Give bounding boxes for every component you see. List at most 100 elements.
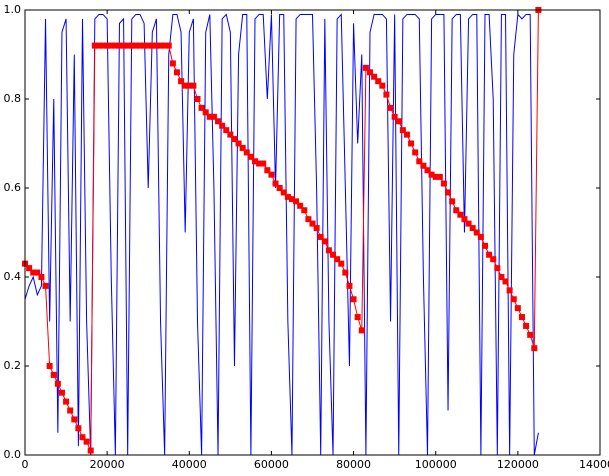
x-tick-label: 100000 (415, 458, 457, 471)
marker (186, 82, 193, 89)
marker (264, 167, 271, 174)
marker (424, 167, 431, 174)
marker (313, 225, 320, 232)
marker (206, 113, 213, 120)
marker (153, 42, 160, 49)
marker (309, 220, 316, 227)
marker (391, 113, 398, 120)
series-line (24, 13, 539, 456)
marker (321, 238, 328, 245)
y-tick-label: 1.0 (4, 3, 22, 16)
marker (243, 149, 250, 156)
x-tick-label: 80000 (336, 458, 371, 471)
marker (38, 274, 45, 280)
marker (112, 42, 119, 49)
marker (165, 42, 172, 49)
marker (403, 131, 410, 138)
marker (54, 380, 61, 387)
marker (169, 60, 176, 67)
marker (482, 242, 488, 249)
marker (399, 127, 406, 134)
marker (502, 278, 509, 285)
marker (46, 363, 53, 369)
marker (120, 42, 127, 49)
marker (116, 42, 123, 49)
marker (436, 173, 443, 180)
marker (457, 211, 464, 218)
marker (338, 260, 345, 267)
marker (284, 193, 291, 200)
marker (486, 251, 493, 258)
marker (461, 216, 468, 223)
marker (34, 269, 41, 276)
marker (252, 158, 258, 165)
marker (215, 118, 222, 125)
marker (473, 229, 480, 236)
marker (440, 180, 447, 187)
marker (190, 82, 197, 89)
marker (387, 104, 394, 111)
marker (350, 296, 357, 303)
marker (288, 196, 295, 203)
marker (182, 82, 189, 89)
marker (395, 118, 402, 125)
marker (108, 42, 115, 49)
marker (428, 171, 435, 178)
marker (145, 42, 152, 49)
marker (498, 274, 505, 280)
x-tick-label: 0 (22, 458, 29, 471)
marker (383, 91, 390, 98)
marker (276, 185, 283, 191)
marker (494, 265, 501, 272)
marker (30, 269, 37, 276)
y-tick-label: 0.6 (4, 181, 22, 194)
marker (227, 131, 234, 138)
marker (63, 398, 70, 405)
y-tick-label: 0.2 (4, 359, 22, 372)
marker (354, 314, 361, 321)
marker (412, 149, 419, 156)
marker (50, 371, 57, 378)
marker (432, 173, 439, 180)
marker (379, 82, 386, 89)
marker (420, 162, 427, 169)
marker (297, 202, 304, 209)
marker (408, 140, 415, 147)
x-tick-label: 140000 (579, 458, 609, 471)
marker (527, 331, 534, 338)
marker (449, 198, 456, 205)
marker (305, 216, 312, 223)
marker (202, 109, 209, 116)
marker (514, 305, 521, 312)
marker (104, 42, 111, 49)
marker (141, 42, 148, 49)
marker (268, 171, 275, 178)
marker (239, 144, 246, 151)
marker (346, 282, 353, 289)
marker (223, 127, 230, 134)
marker (272, 180, 279, 187)
marker (95, 42, 102, 49)
marker (506, 287, 513, 294)
marker (83, 438, 90, 445)
marker (375, 78, 382, 85)
marker (523, 322, 530, 329)
marker (260, 160, 267, 167)
marker (198, 104, 205, 111)
plot-frame (24, 9, 601, 456)
marker (293, 198, 300, 205)
marker (100, 42, 107, 49)
marker (137, 42, 143, 49)
marker (477, 233, 484, 240)
marker (67, 407, 74, 414)
marker (362, 64, 369, 71)
marker (256, 160, 263, 167)
marker (490, 256, 497, 263)
marker (128, 42, 135, 49)
x-tick-label: 60000 (254, 458, 289, 471)
marker (219, 122, 226, 129)
marker (518, 314, 525, 321)
marker (132, 42, 139, 49)
marker (371, 73, 378, 80)
marker (531, 345, 538, 352)
